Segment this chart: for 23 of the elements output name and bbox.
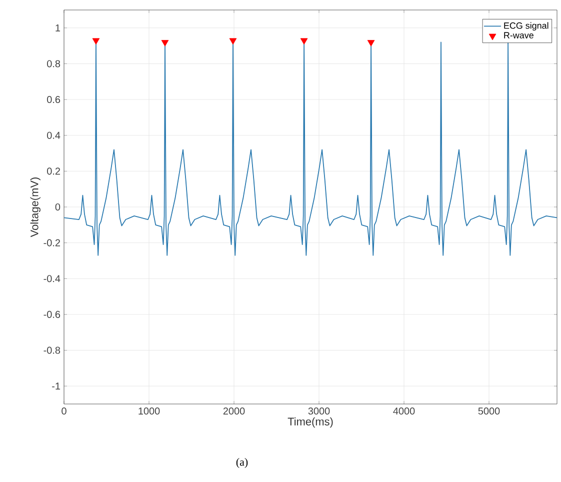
y-tick-label: -0.6 [44,310,60,318]
y-tick-label: 0.2 [47,168,60,175]
y-tick-label: 0.6 [47,96,60,104]
y-tick-label: 0 [55,203,60,211]
y-tick-label: -1 [52,382,60,390]
text: (a) [236,458,248,468]
y-tick-label: -0.8 [44,346,60,354]
y-tick-label: 0.4 [47,132,60,139]
x-tick-label: 1000 [138,408,160,415]
y-tick-label: 1 [56,24,60,32]
y-tick-label: -0.2 [44,239,60,246]
x-tick-label: 4000 [393,408,415,415]
x-axis-title: Time(ms) [288,417,333,428]
x-tick-label: 2000 [223,408,245,415]
x-tick-label: 3000 [308,408,330,415]
legend-label: R-wave [504,32,534,38]
legend-label: ECG signal [504,22,548,31]
x-tick-label: 0 [62,408,66,415]
y-axis-title: Voltage(mV) [30,178,40,238]
line-series [64,40,557,256]
x-tick-label: 5000 [478,408,500,415]
y-tick-label: -0.4 [44,275,60,282]
y-tick-label: 0.8 [47,60,60,68]
